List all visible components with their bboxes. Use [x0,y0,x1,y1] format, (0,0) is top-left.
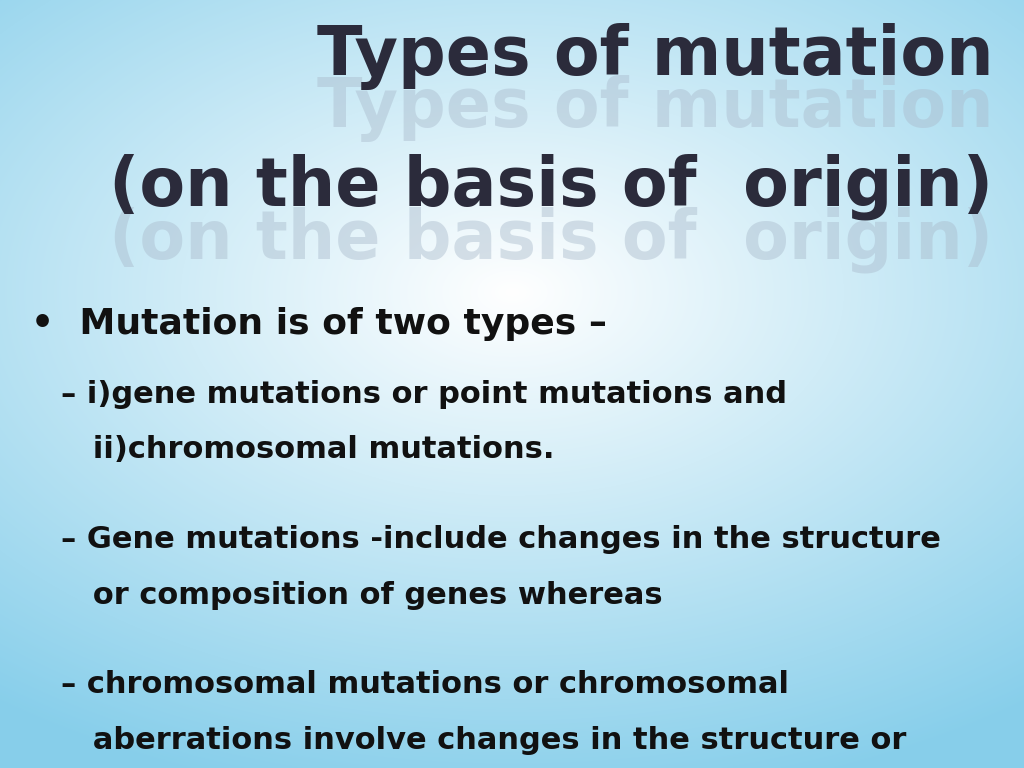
Text: – Gene mutations -include changes in the structure: – Gene mutations -include changes in the… [61,525,941,554]
Text: Types of mutation: Types of mutation [316,75,993,142]
Text: Types of mutation: Types of mutation [316,23,993,90]
Text: aberrations involve changes in the structure or: aberrations involve changes in the struc… [61,726,907,755]
Text: (on the basis of  origin): (on the basis of origin) [110,154,993,220]
Text: (on the basis of  origin): (on the basis of origin) [110,206,993,273]
Text: •  Mutation is of two types –: • Mutation is of two types – [31,307,606,341]
Text: ii)chromosomal mutations.: ii)chromosomal mutations. [61,435,555,465]
Text: or composition of genes whereas: or composition of genes whereas [61,581,664,610]
Text: – chromosomal mutations or chromosomal: – chromosomal mutations or chromosomal [61,670,790,700]
Text: – i)gene mutations or point mutations and: – i)gene mutations or point mutations an… [61,380,787,409]
